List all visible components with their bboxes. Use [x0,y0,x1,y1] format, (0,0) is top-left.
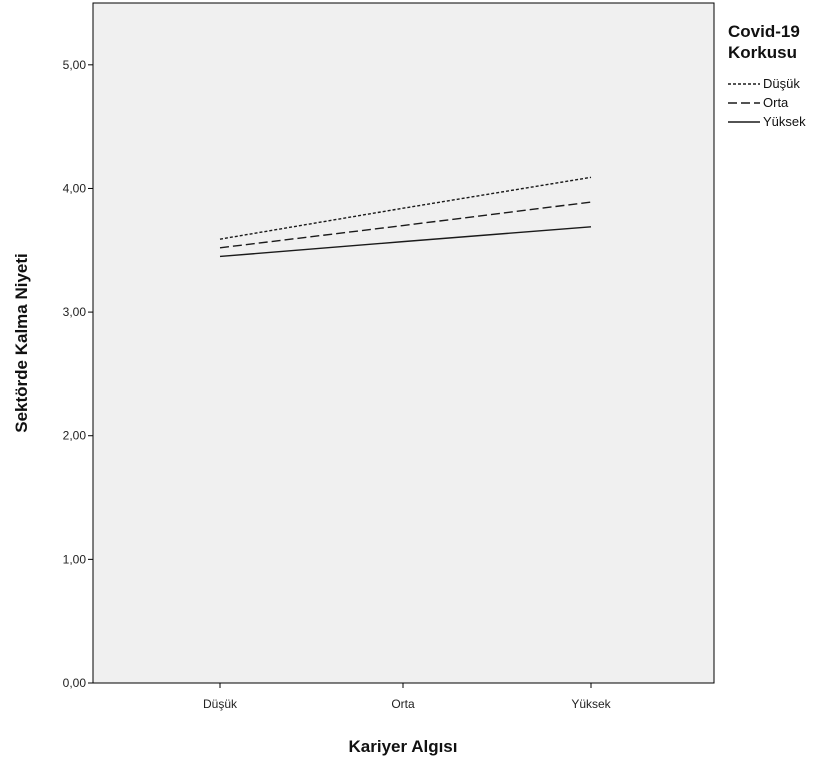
y-axis-title: Sektörde Kalma Niyeti [12,253,31,433]
series-line-0 [219,176,592,240]
legend-label: Yüksek [763,114,806,129]
legend-items: Düşük Orta Yüksek [728,76,806,129]
y-tick-label: 1,00 [63,552,87,566]
series-lines [219,176,592,258]
y-tick-label: 2,00 [63,429,87,443]
y-tick-label: 4,00 [63,181,87,195]
legend-label: Düşük [763,76,800,91]
legend: Covid-19 Korkusu Düşük Orta Yüksek [728,22,806,129]
legend-title-line2: Korkusu [728,43,797,62]
x-tick-label: Orta [391,697,415,711]
y-tick-label: 0,00 [63,676,87,690]
legend-title-line1: Covid-19 [728,22,800,41]
y-axis-ticks: 0,00 1,00 2,00 3,00 4,00 5,00 [63,58,93,690]
series-line-1 [219,201,592,249]
x-axis-ticks: Düşük Orta Yüksek [203,683,612,711]
x-tick-label: Yüksek [571,697,611,711]
plot-area [92,2,715,684]
series-line-2 [219,226,592,258]
legend-label: Orta [763,95,789,110]
y-tick-label: 5,00 [63,58,87,72]
y-tick-label: 3,00 [63,305,87,319]
x-axis-title: Kariyer Algısı [349,737,458,756]
x-tick-label: Düşük [203,697,238,711]
